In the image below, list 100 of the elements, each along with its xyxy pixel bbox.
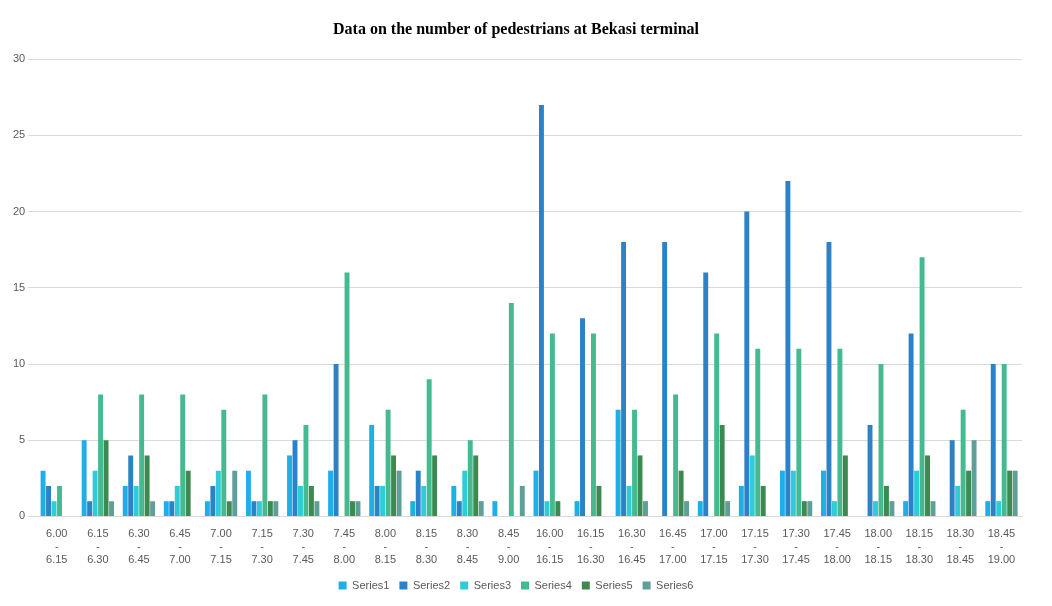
bar [432,455,438,516]
bar [232,470,238,516]
bar [632,409,637,516]
bar [826,242,832,516]
bar [256,501,262,516]
bar [139,394,145,516]
bar [415,470,421,516]
bar [426,379,432,516]
bar [226,501,232,516]
bar [456,501,462,516]
bar [549,333,555,516]
bar [966,470,972,516]
bar [251,501,257,516]
x-tick-label: 18.45 - 19.00 [987,527,1016,566]
y-tick-label: 15 [12,280,26,293]
bar [369,424,375,516]
bar [719,424,725,516]
bar [807,501,813,516]
x-tick-label: 7.00 - 7.15 [210,527,232,566]
legend-label: Series1 [352,578,390,591]
bar [796,348,802,516]
bar [790,470,796,516]
x-tick-label: 16.00 - 16.15 [535,527,564,566]
x-tick-label: 6.45 - 7.00 [169,527,191,566]
bar [714,333,720,516]
bar [519,485,525,516]
bar [267,501,273,516]
bar [971,440,977,516]
bar [725,501,731,516]
bar [478,501,484,516]
bar [914,470,920,516]
bar [821,470,826,516]
bar [185,470,191,516]
bar [221,409,227,516]
bar [755,348,761,516]
bar [643,501,648,516]
y-tick-label: 0 [19,509,26,522]
y-tick-label: 10 [12,357,26,370]
bar [555,501,561,516]
bar [451,485,457,516]
bar [873,501,878,516]
bar [621,242,627,516]
bar [544,501,550,516]
bar [908,333,914,516]
bar [673,394,679,516]
bar [350,501,355,516]
x-tick-label: 7.30 - 7.45 [292,527,314,566]
bar [1001,364,1007,516]
bar [210,485,216,516]
bar [314,501,320,516]
legend-label: Series3 [473,578,511,591]
bar [245,470,251,516]
bar [273,501,279,516]
bar [298,485,303,516]
bar [703,272,709,516]
bar [467,440,473,516]
bar [144,455,150,516]
bar [533,470,539,516]
bar [98,394,104,516]
x-tick-label: 8.30 - 8.45 [456,527,479,566]
bar [410,501,416,516]
bar [684,501,690,516]
bar [150,501,156,516]
bar [328,470,334,516]
bar [925,455,930,516]
bar [996,501,1002,516]
x-tick-label: 18.00 - 18.15 [864,527,893,566]
bar [801,501,807,516]
bar [169,501,175,516]
x-tick-label: 6.00 - 6.15 [46,527,68,566]
bar [779,470,785,516]
bar [580,318,585,516]
x-tick-label: 8.45 - 9.00 [497,527,520,566]
bar [744,211,750,516]
bar [380,485,386,516]
bar [831,501,837,516]
bar [103,440,109,516]
x-tick-label: 7.45 - 8.00 [333,527,355,566]
bar [163,501,169,516]
bar [215,470,221,516]
bar [204,501,210,516]
bar [109,501,114,516]
bar [180,394,186,516]
x-tick-label: 8.15 - 8.30 [415,527,438,566]
bar [1007,470,1013,516]
bar [385,409,391,516]
bar [492,501,498,516]
bar [785,181,791,516]
legend-label: Series5 [595,578,633,591]
bar [303,424,309,516]
bar [697,501,703,516]
bar [591,333,596,516]
bar [760,485,766,516]
x-tick-label: 17.30 - 17.45 [782,527,810,566]
x-tick-label: 18.30 - 18.45 [946,527,975,566]
bar [473,455,479,516]
chart-title: Data on the number of pedestrians at Bekasi terminal [333,19,700,38]
y-tick-label: 30 [12,52,26,65]
y-tick-label: 5 [19,433,26,446]
bar [738,485,744,516]
